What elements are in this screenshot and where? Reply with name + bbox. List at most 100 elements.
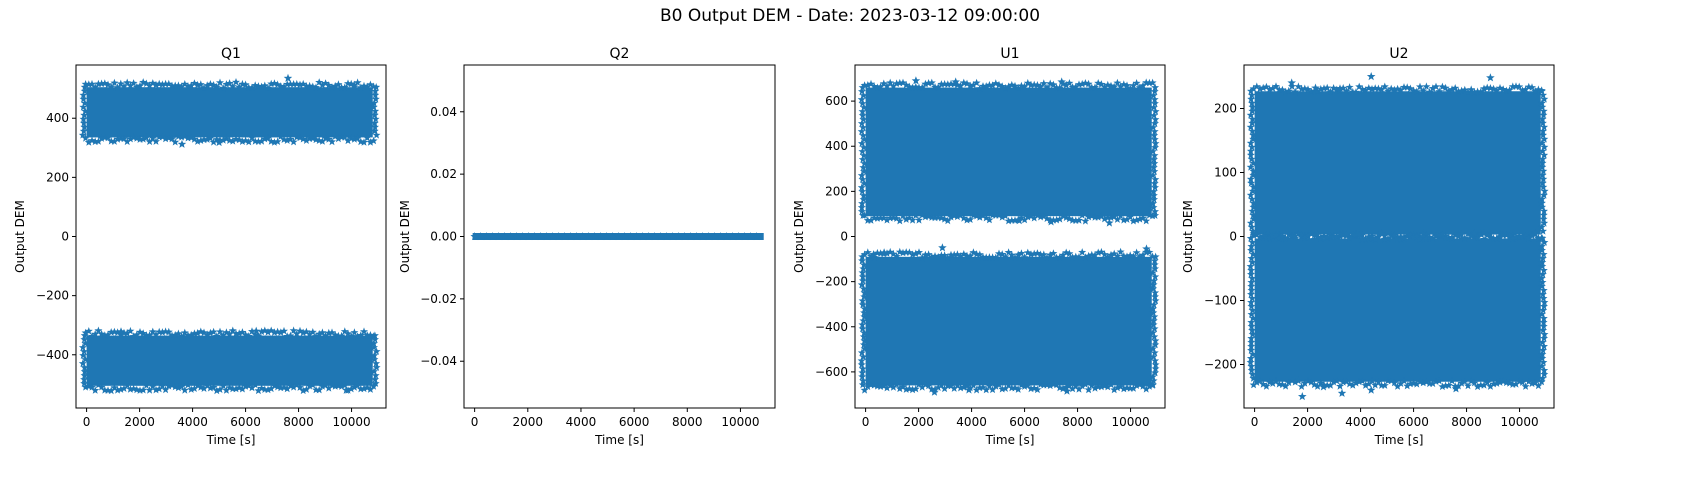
data-point bbox=[79, 103, 88, 111]
data-point bbox=[870, 82, 879, 90]
data-point bbox=[190, 79, 199, 87]
data-point bbox=[937, 381, 946, 389]
data-point bbox=[1094, 213, 1103, 221]
data-point bbox=[129, 332, 138, 340]
data-point bbox=[334, 331, 343, 340]
data-point bbox=[1033, 81, 1042, 89]
data-point-outlier bbox=[879, 248, 889, 257]
data-point bbox=[337, 83, 346, 91]
data-point bbox=[1020, 382, 1029, 390]
data-point bbox=[1249, 380, 1258, 389]
data-point bbox=[746, 232, 755, 241]
data-point bbox=[344, 136, 352, 145]
data-band bbox=[1254, 238, 1541, 382]
data-point bbox=[286, 381, 295, 390]
data-point bbox=[116, 330, 125, 339]
data-point bbox=[1149, 304, 1158, 313]
data-point bbox=[1247, 318, 1256, 326]
data-point bbox=[883, 383, 891, 392]
data-point-outlier bbox=[1015, 216, 1024, 225]
data-point bbox=[308, 381, 317, 389]
x-tick-label: 2000 bbox=[903, 415, 934, 429]
data-point bbox=[1004, 380, 1013, 389]
data-point bbox=[340, 327, 349, 335]
data-point bbox=[1425, 232, 1434, 241]
data-point bbox=[1052, 253, 1061, 262]
data-point bbox=[704, 232, 713, 241]
data-point bbox=[716, 232, 725, 241]
data-point bbox=[81, 339, 90, 347]
data-point bbox=[858, 300, 867, 309]
data-point bbox=[1149, 203, 1158, 211]
figure-title: B0 Output DEM - Date: 2023-03-12 09:00:0… bbox=[659, 6, 1041, 26]
data-point bbox=[1149, 320, 1158, 329]
data-point bbox=[296, 383, 304, 391]
data-point bbox=[1310, 230, 1319, 239]
data-point bbox=[1448, 85, 1456, 93]
data-point bbox=[470, 232, 479, 241]
y-tick-label: 0 bbox=[840, 230, 848, 244]
data-point bbox=[1020, 215, 1029, 224]
data-point bbox=[1393, 382, 1402, 390]
data-point bbox=[1113, 215, 1122, 223]
data-point bbox=[371, 371, 380, 379]
data-point bbox=[1151, 340, 1160, 349]
data-point bbox=[203, 381, 212, 389]
data-point bbox=[1135, 215, 1144, 223]
data-point bbox=[104, 330, 112, 339]
data-point bbox=[372, 347, 381, 355]
data-point bbox=[859, 340, 868, 349]
data-point bbox=[1499, 231, 1508, 239]
data-point bbox=[1537, 310, 1546, 318]
data-point bbox=[1265, 85, 1274, 93]
data-point bbox=[1505, 231, 1514, 240]
data-point bbox=[722, 232, 731, 241]
data-point bbox=[1438, 82, 1447, 91]
data-point bbox=[1425, 87, 1434, 96]
data-point bbox=[1023, 248, 1032, 257]
data-point bbox=[934, 252, 943, 261]
y-tick-label: −200 bbox=[36, 289, 69, 303]
data-point bbox=[129, 79, 138, 87]
data-point bbox=[1110, 249, 1119, 258]
data-point bbox=[97, 79, 106, 88]
data-point bbox=[1393, 84, 1402, 93]
data-point bbox=[506, 232, 515, 241]
data-point bbox=[1307, 87, 1316, 95]
data-point bbox=[1151, 83, 1160, 91]
data-point bbox=[1150, 348, 1159, 357]
data-point bbox=[257, 384, 266, 392]
data-point bbox=[116, 79, 125, 88]
data-point bbox=[1247, 302, 1256, 310]
data-point bbox=[1046, 79, 1055, 88]
data-point bbox=[982, 213, 991, 222]
data-point bbox=[97, 382, 106, 391]
data-point bbox=[1052, 380, 1061, 389]
data-point bbox=[1150, 131, 1159, 139]
data-point bbox=[1390, 231, 1399, 239]
data-point bbox=[81, 80, 90, 88]
data-point bbox=[193, 381, 202, 389]
data-point-outlier bbox=[1046, 217, 1056, 226]
data-point bbox=[353, 381, 362, 389]
data-point bbox=[1457, 86, 1466, 95]
data-point bbox=[1249, 183, 1258, 191]
data-point bbox=[915, 83, 923, 92]
data-point bbox=[985, 381, 994, 390]
data-point bbox=[100, 331, 109, 339]
data-point bbox=[1538, 155, 1547, 163]
data-point bbox=[280, 326, 288, 335]
data-point bbox=[1033, 385, 1042, 394]
data-point bbox=[857, 139, 866, 147]
data-point bbox=[1017, 249, 1026, 257]
data-point bbox=[1049, 249, 1058, 257]
data-point bbox=[860, 344, 869, 353]
data-point bbox=[1538, 350, 1547, 358]
data-point bbox=[1150, 312, 1159, 321]
data-point bbox=[911, 384, 920, 393]
data-point bbox=[1272, 377, 1280, 385]
data-point-outlier bbox=[911, 76, 921, 85]
data-point bbox=[1444, 381, 1453, 389]
data-point bbox=[1537, 362, 1546, 370]
data-point bbox=[1151, 143, 1160, 151]
